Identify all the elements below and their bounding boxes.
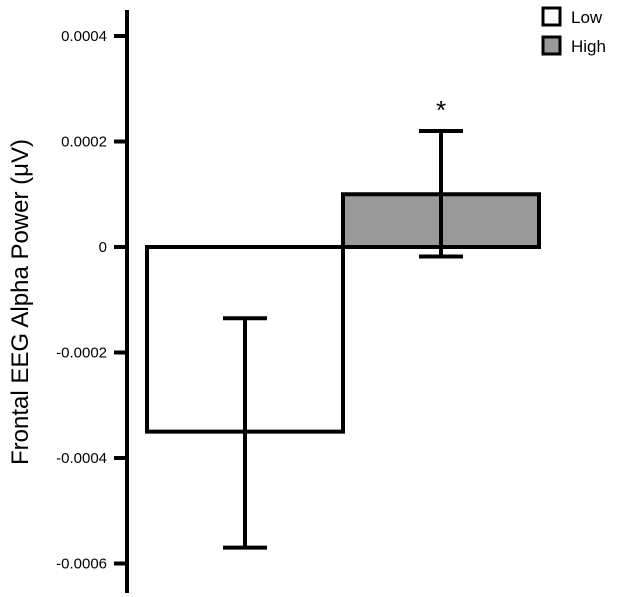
legend-swatch-low [541, 6, 562, 27]
legend: Low High [541, 6, 606, 56]
y-tick-label: 0.0004 [61, 28, 107, 45]
y-tick-label: -0.0006 [56, 556, 107, 573]
y-tick-label: -0.0002 [56, 345, 107, 362]
y-axis-label: Frontal EEG Alpha Power (μV) [7, 139, 34, 465]
y-tick-label: 0 [99, 239, 107, 256]
significance-marker: * [436, 95, 446, 125]
bars-layer [145, 192, 541, 434]
legend-label-high: High [571, 37, 606, 56]
legend-label-low: Low [571, 8, 603, 27]
annotations-layer: * [436, 95, 446, 125]
legend-swatch-high [541, 35, 562, 56]
y-tick-label: -0.0004 [56, 450, 107, 467]
error-bars-layer [223, 128, 463, 550]
y-axis: 0.0004 0.0002 0 -0.0002 -0.0004 -0.0006 [56, 10, 129, 593]
y-tick-label: 0.0002 [61, 134, 107, 151]
